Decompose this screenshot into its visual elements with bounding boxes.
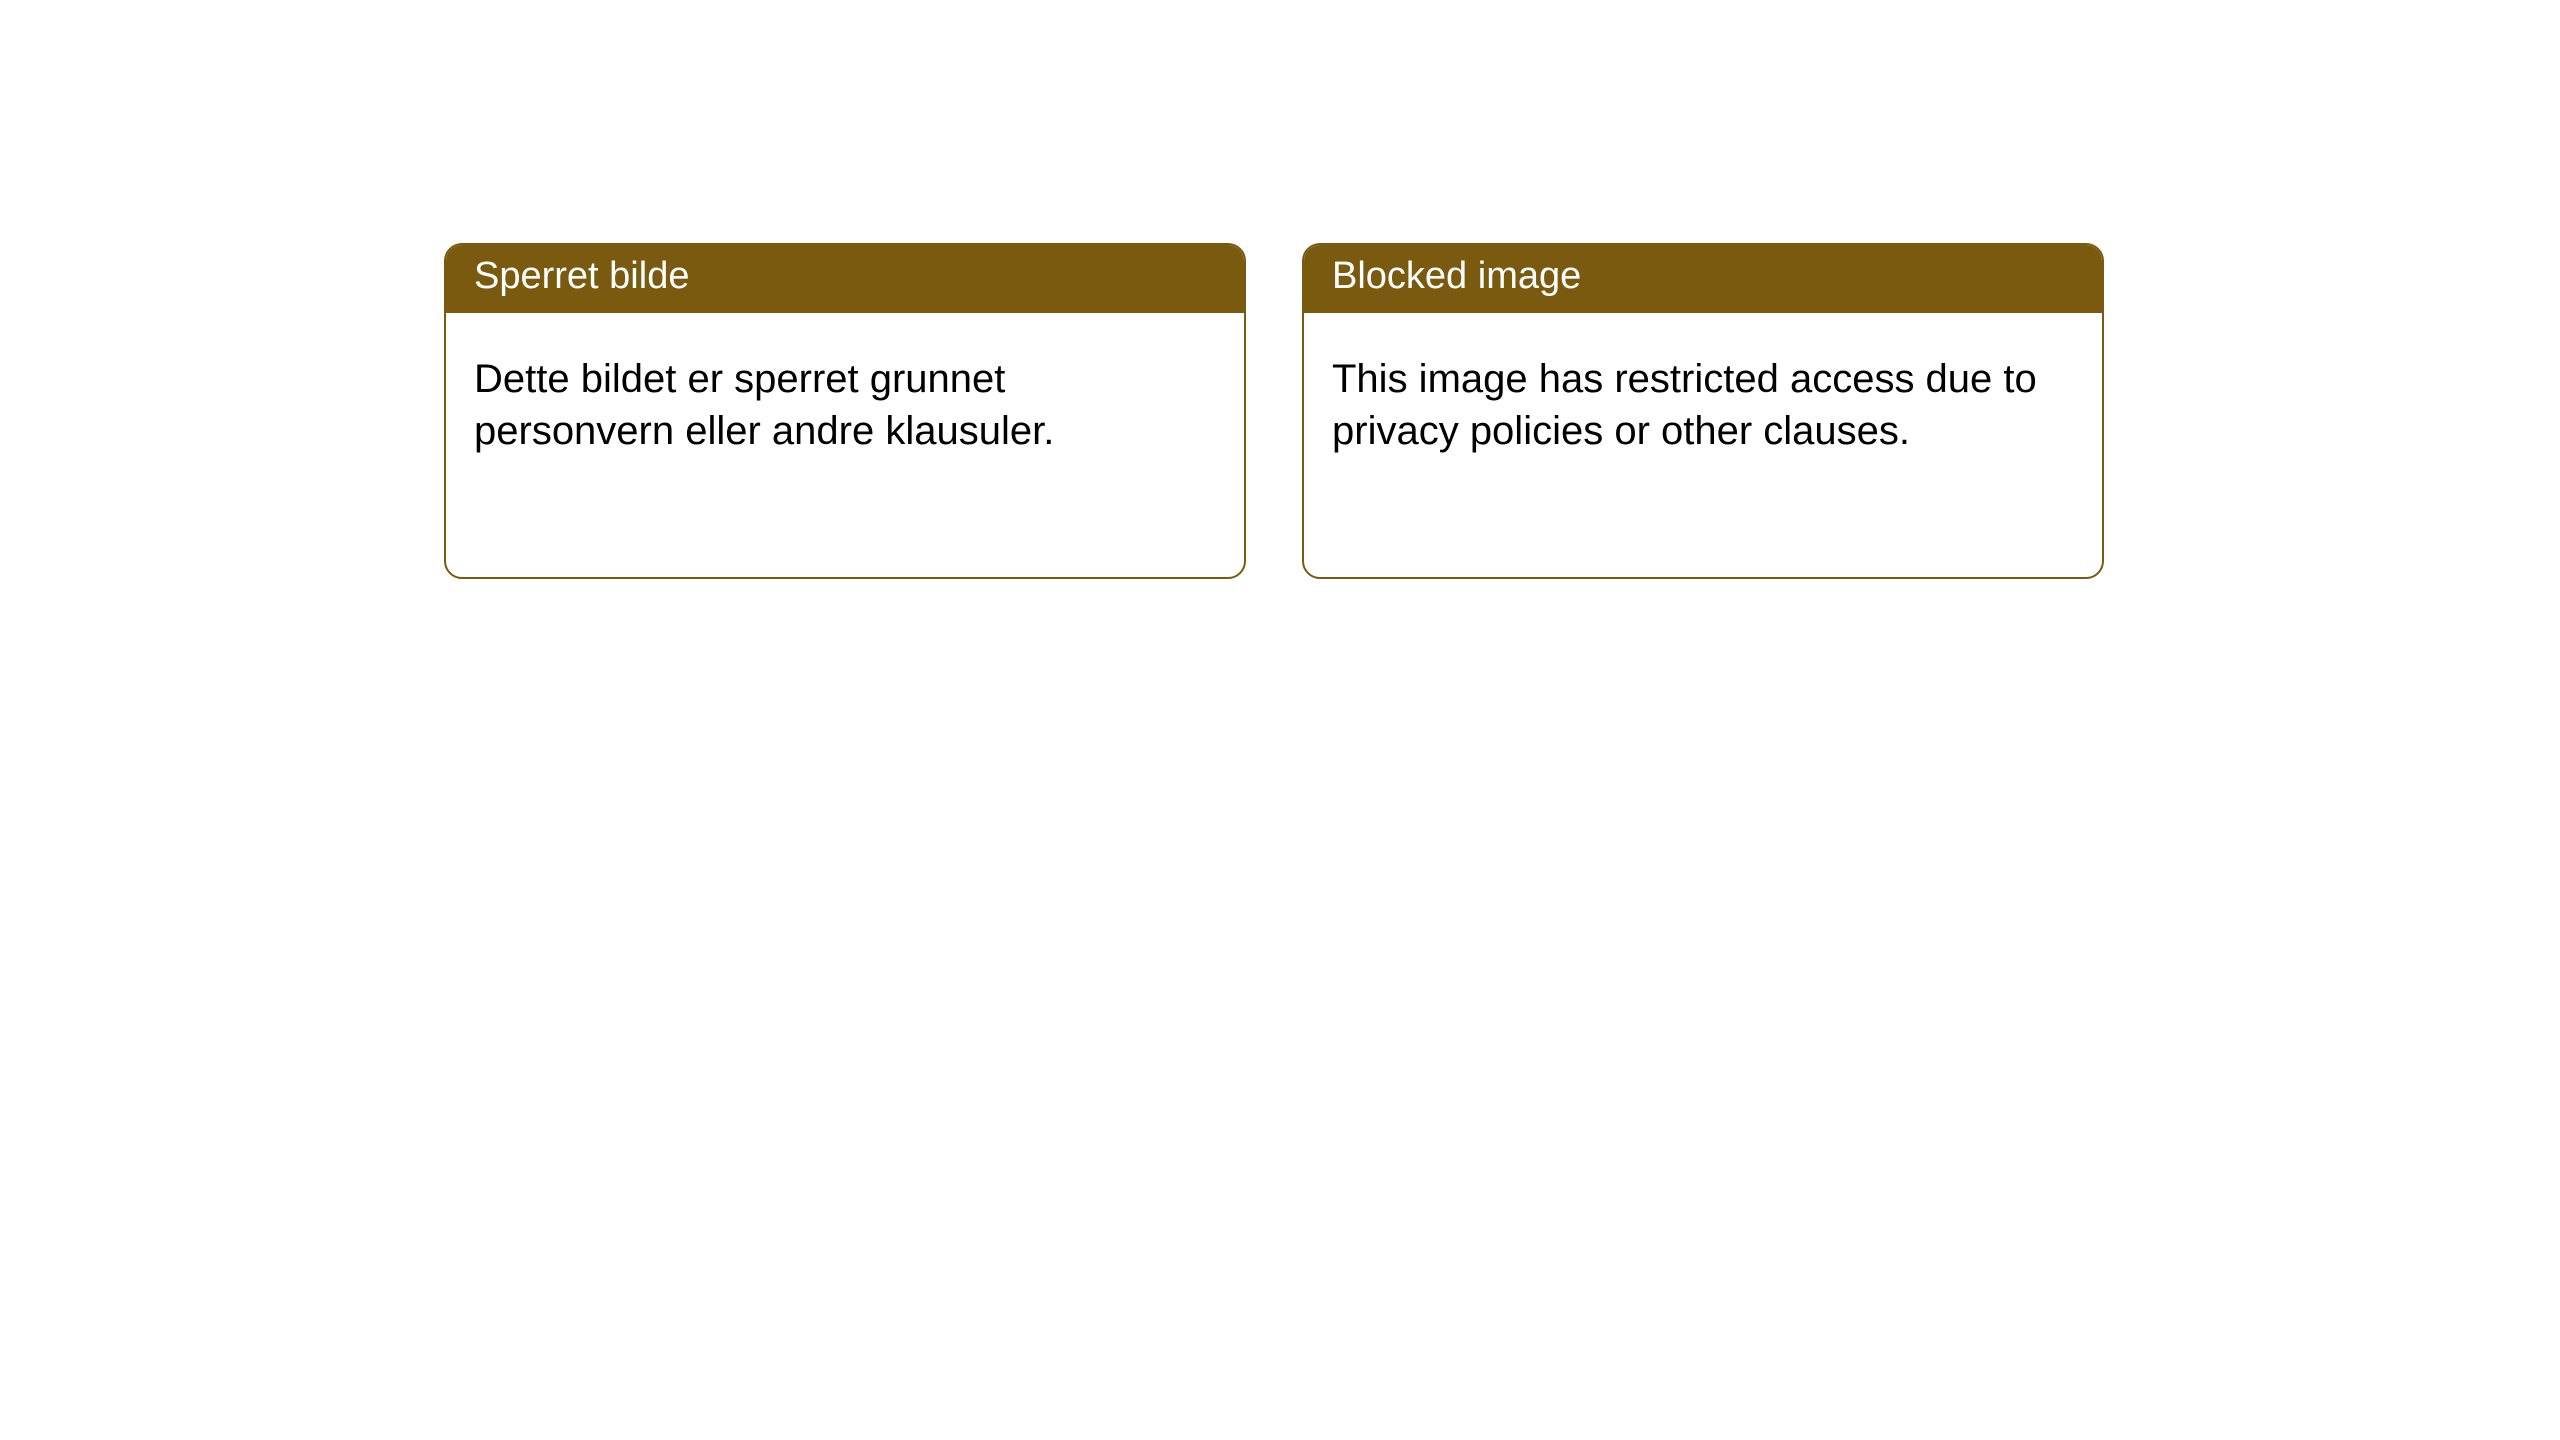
card-message: This image has restricted access due to …: [1332, 357, 2037, 454]
card-title: Blocked image: [1332, 255, 1581, 297]
notice-container: Sperret bilde Dette bildet er sperret gr…: [0, 0, 2560, 579]
card-message: Dette bildet er sperret grunnet personve…: [474, 357, 1054, 454]
card-header: Sperret bilde: [446, 245, 1244, 313]
card-body: This image has restricted access due to …: [1304, 313, 2102, 487]
notice-card-norwegian: Sperret bilde Dette bildet er sperret gr…: [444, 243, 1246, 579]
card-header: Blocked image: [1304, 245, 2102, 313]
card-body: Dette bildet er sperret grunnet personve…: [446, 313, 1244, 487]
notice-card-english: Blocked image This image has restricted …: [1302, 243, 2104, 579]
card-title: Sperret bilde: [474, 255, 689, 297]
